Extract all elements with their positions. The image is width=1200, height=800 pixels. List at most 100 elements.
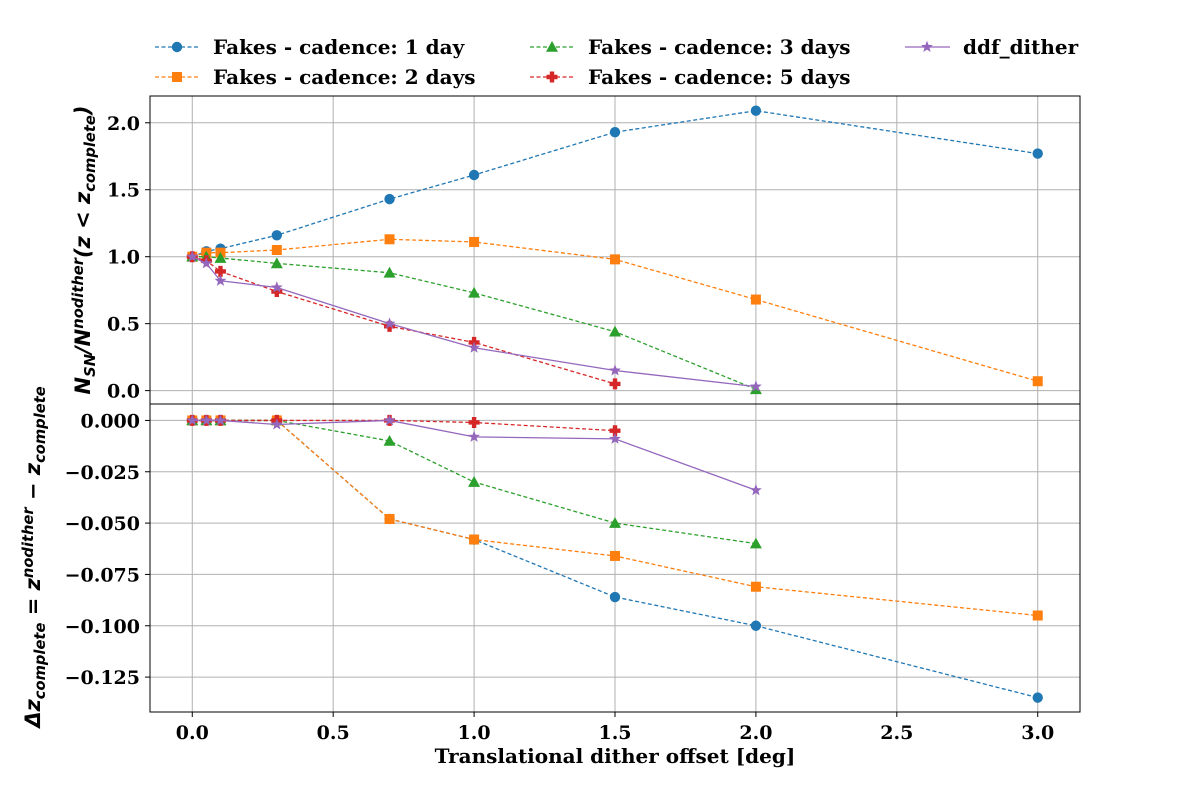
bottom-y-tick-label: 0.000 (81, 410, 141, 432)
bottom-data-point (609, 425, 621, 437)
top-data-point (186, 250, 199, 262)
top-data-point (610, 254, 620, 265)
top-data-point (609, 325, 621, 337)
x-tick-label: 2.5 (880, 722, 913, 744)
bottom-series-4 (186, 414, 621, 437)
legend-marker (546, 71, 558, 83)
bottom-ylabel-text: Δzcomplete = znodither − zcomplete (20, 386, 48, 729)
top-data-point (214, 274, 227, 286)
bottom-data-point (750, 581, 761, 592)
top-data-point (468, 341, 480, 353)
top-data-point (270, 257, 283, 269)
x-tick-label: 0.5 (317, 722, 350, 744)
legend-marker (921, 40, 933, 53)
bottom-panel: 0.000 −0.025 −0.050 −0.075 −0.100 −0.125 0.0 0.… (65, 403, 1081, 744)
bottom-y-tick-label: −0.125 (65, 667, 140, 689)
bottom-data-point (383, 414, 396, 426)
x-tick-label: 1.5 (598, 722, 631, 744)
top-series-3 (186, 250, 762, 395)
legend-entry-1: Fakes - cadence: 1 day (155, 35, 466, 59)
top-data-point (383, 266, 396, 278)
bottom-data-point (200, 414, 213, 426)
top-data-point (1032, 148, 1043, 159)
top-data-point (271, 245, 282, 255)
top-y-tick-label: 0.0 (107, 381, 140, 403)
top-grid (150, 96, 1080, 404)
legend-label: Fakes - cadence: 3 days (588, 35, 850, 59)
bottom-data-point (750, 620, 762, 631)
legend: Fakes - cadence: 1 day Fakes - cadence: 2… (155, 35, 1079, 89)
top-series-5 (186, 250, 762, 392)
x-tick-label: 1.0 (458, 722, 491, 744)
legend-marker (172, 72, 182, 82)
top-data-point (468, 169, 480, 181)
legend-label: Fakes - cadence: 1 day (213, 35, 466, 59)
top-y-axis-label: NSN/Nnodither(z < zcomplete) (70, 106, 98, 395)
top-data-point (384, 193, 395, 205)
legend-label: ddf_dither (963, 35, 1079, 59)
top-data-point (1032, 376, 1043, 387)
bottom-series-5 (186, 414, 762, 496)
top-series-line (192, 256, 616, 385)
legend-entry-4: Fakes - cadence: 5 days (530, 65, 850, 89)
bottom-series-line (192, 419, 616, 432)
top-y-tick-label: 1.0 (107, 247, 140, 269)
top-panel: 0.0 0.5 1.0 1.5 2.0 (107, 95, 1081, 405)
top-data-point (609, 364, 621, 376)
top-data-point (468, 286, 481, 298)
legend-entry-3: Fakes - cadence: 3 days (530, 35, 850, 59)
top-data-point (750, 294, 761, 305)
bottom-data-point (1032, 610, 1043, 621)
legend-label: Fakes - cadence: 2 days (213, 65, 475, 89)
bottom-data-point (383, 434, 396, 446)
top-data-point (384, 234, 395, 245)
bottom-y-tick-label: −0.075 (65, 564, 140, 586)
bottom-data-point (468, 430, 480, 442)
bottom-data-point (384, 513, 395, 524)
x-tick-label: 2.0 (739, 722, 772, 744)
top-data-point (750, 105, 762, 116)
top-data-point (609, 126, 621, 138)
top-series-4 (186, 251, 621, 390)
legend-label: Fakes - cadence: 5 days (588, 65, 850, 89)
top-data-point (214, 252, 227, 263)
legend-marker (171, 41, 183, 53)
top-data-point (271, 230, 283, 241)
bottom-data-point (610, 550, 620, 561)
legend-entry-5: ddf_dither (905, 35, 1079, 59)
bottom-data-point (214, 414, 227, 426)
bottom-data-point (609, 432, 621, 444)
bottom-data-point (1032, 692, 1043, 703)
bottom-data-point (186, 414, 199, 426)
bottom-data-point (270, 418, 283, 430)
bottom-y-tick-label: −0.050 (65, 513, 140, 535)
x-axis-label: Translational dither offset [deg] (435, 744, 796, 768)
bottom-data-point (468, 476, 481, 487)
bottom-y-tick-label: −0.100 (65, 616, 140, 638)
top-data-point (270, 281, 283, 293)
bottom-data-point (750, 484, 762, 496)
legend-entry-2: Fakes - cadence: 2 days (155, 65, 475, 89)
bottom-data-point (609, 591, 621, 603)
legend-marker (546, 41, 558, 52)
top-data-point (200, 257, 213, 269)
bottom-y-axis-label: Δzcomplete = znodither − zcomplete (20, 386, 48, 729)
bottom-data-point (609, 517, 621, 528)
top-y-tick-label: 2.0 (107, 113, 140, 135)
top-data-point (609, 378, 621, 390)
top-data-point (271, 286, 283, 298)
x-tick-label: 3.0 (1021, 722, 1054, 744)
top-ylabel-text: NSN/Nnodither(z < zcomplete) (70, 106, 98, 395)
x-tick-label: 0.0 (176, 722, 209, 744)
bottom-data-point (468, 416, 480, 428)
top-y-tick-label: 1.5 (107, 180, 140, 202)
top-y-tick-label: 0.5 (107, 314, 140, 336)
bottom-data-point (749, 537, 762, 549)
bottom-y-tick-label: −0.025 (65, 462, 140, 484)
bottom-data-point (469, 534, 480, 545)
top-data-point (383, 317, 396, 329)
top-data-point (384, 320, 396, 332)
top-data-point (750, 380, 762, 392)
top-data-point (469, 236, 480, 247)
